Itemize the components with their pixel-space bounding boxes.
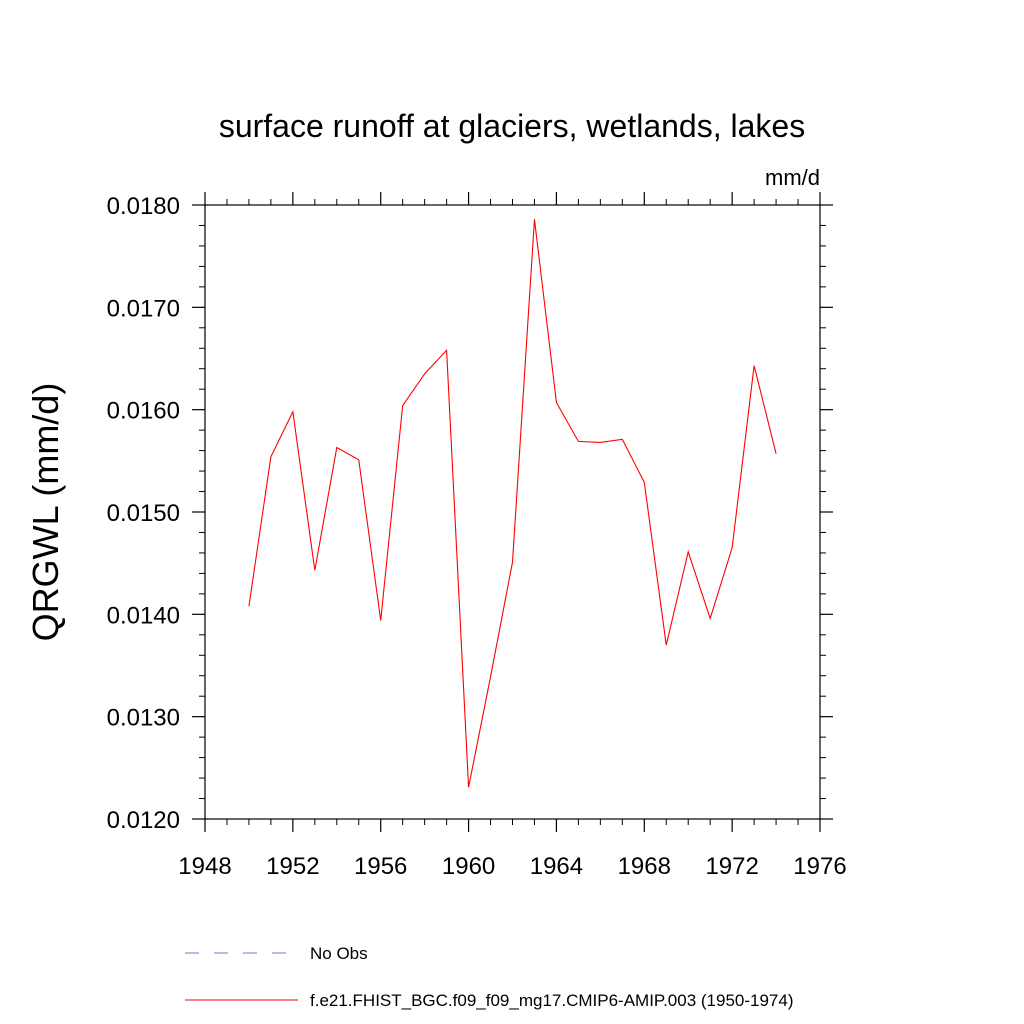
x-tick-label: 1948 [178,853,231,880]
legend-label: f.e21.FHIST_BGC.f09_f09_mg17.CMIP6-AMIP.… [310,991,794,1010]
plot-frame [204,204,821,820]
y-tick-label: 0.0130 [107,705,180,732]
chart-title: surface runoff at glaciers, wetlands, la… [219,108,805,144]
axis-ticks: 1948 1952 1956 1960 1964 1968 1972 1976 0.0120 0.… [107,192,847,880]
x-tick-label: 1952 [266,853,319,880]
x-tick-label: 1976 [793,853,846,880]
y-tick-label: 0.0150 [107,500,180,527]
y-tick-label: 0.0170 [107,295,180,322]
legend: No Obs f.e21.FHIST_BGC.f09_f09_mg17.CMIP6… [185,944,794,1010]
x-tick-label: 1964 [530,853,583,880]
y-tick-label: 0.0120 [107,807,180,834]
x-tick-label: 1960 [442,853,495,880]
y-axis-label: QRGWL (mm/d) [25,383,66,642]
x-tick-label: 1972 [705,853,758,880]
series-layer [248,219,777,788]
series-line-0 [248,219,777,788]
units-label: mm/d [765,165,820,190]
y-tick-label: 0.0140 [107,602,180,629]
x-tick-label: 1968 [618,853,671,880]
y-tick-label: 0.0160 [107,398,180,425]
x-tick-label: 1956 [354,853,407,880]
y-tick-label: 0.0180 [107,193,180,220]
legend-label: No Obs [310,944,368,963]
